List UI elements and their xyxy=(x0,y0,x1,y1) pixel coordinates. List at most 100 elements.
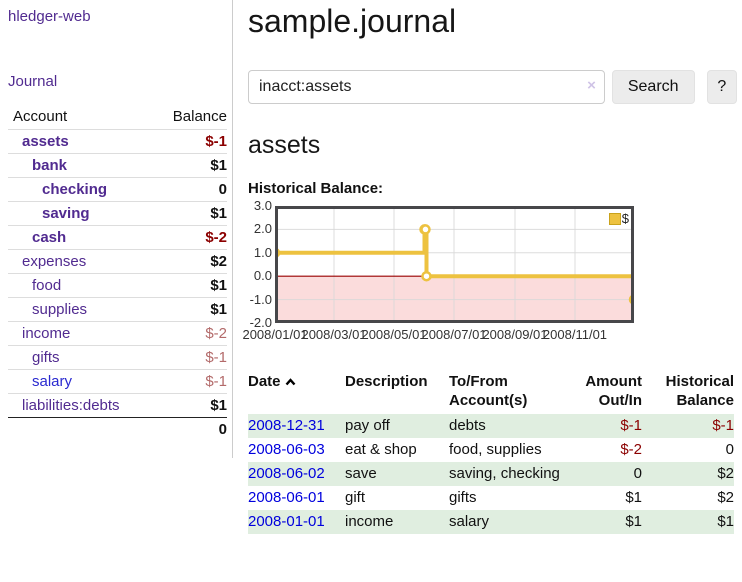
transaction-balance: $2 xyxy=(717,465,734,482)
transaction-description: eat & shop xyxy=(345,441,417,458)
y-axis-label: 2.0 xyxy=(253,221,272,237)
account-row: supplies $1 xyxy=(8,297,227,321)
transaction-accounts: food, supplies xyxy=(449,441,542,458)
account-balance: 0 xyxy=(218,181,227,198)
account-heading: assets xyxy=(248,131,321,159)
legend-label: $ xyxy=(621,211,629,226)
transaction-accounts: debts xyxy=(449,417,486,434)
account-link[interactable]: expenses xyxy=(22,253,87,270)
transaction-description: income xyxy=(345,513,394,530)
chart-title: Historical Balance: xyxy=(248,180,384,197)
sort-ascending-icon xyxy=(285,372,296,391)
page-title: sample.journal xyxy=(248,3,457,39)
transaction-accounts: salary xyxy=(449,513,490,530)
account-link[interactable]: gifts xyxy=(32,349,60,366)
account-balance: $1 xyxy=(210,397,227,414)
accounts-table: Account Balance assets $-1 bank $1 checking 0… xyxy=(8,106,227,441)
account-link[interactable]: income xyxy=(22,325,71,342)
transaction-amount: $-2 xyxy=(620,441,642,458)
account-row: salary $-1 xyxy=(8,369,227,393)
transaction-date-link[interactable]: 2008-12-31 xyxy=(248,417,325,434)
register-table: Date Description To/From Account(s) Amou… xyxy=(248,372,734,534)
x-axis-label: 2008/09/01 xyxy=(482,327,548,342)
search-input[interactable] xyxy=(248,70,605,104)
transaction-balance: $1 xyxy=(717,513,734,530)
search-form: × Search ? xyxy=(248,70,737,104)
account-balance: $1 xyxy=(210,205,227,222)
register-header-row: Date Description To/From Account(s) Amou… xyxy=(248,372,734,414)
account-balance: $1 xyxy=(210,301,227,318)
y-axis-label: 1.0 xyxy=(253,244,272,260)
register-header-amount: Amount Out/In xyxy=(585,373,642,409)
account-row: assets $-1 xyxy=(8,129,227,153)
transaction-description: gift xyxy=(345,489,366,506)
account-row: expenses $2 xyxy=(8,249,227,273)
table-row: 2008-12-31 pay off debts $-1 $-1 xyxy=(248,414,734,438)
main-content: sample.journal × Search ? assets Histori… xyxy=(242,0,737,534)
transaction-balance: $-1 xyxy=(712,417,734,434)
y-axis-label: 0.0 xyxy=(253,268,272,284)
help-button[interactable]: ? xyxy=(706,70,737,104)
register-header-balance: Historical Balance xyxy=(665,373,734,409)
transaction-date-link[interactable]: 2008-06-01 xyxy=(248,489,325,506)
transaction-amount: 0 xyxy=(633,465,642,482)
account-balance: $-1 xyxy=(205,373,227,390)
account-link[interactable]: food xyxy=(32,277,62,294)
balance-chart: 3.0 2.0 1.0 0.0 -1.0 -2.0 $ 2008/01/01 2008/03… xyxy=(242,198,737,348)
sidebar: hledger-web Journal Account Balance asse… xyxy=(0,0,233,458)
transaction-amount: $-1 xyxy=(620,417,642,434)
account-row: liabilities:debts $1 xyxy=(8,393,227,417)
x-axis-label: 2008/07/01 xyxy=(421,327,487,342)
table-row: 2008-06-01 gift gifts $1 $2 xyxy=(248,486,734,510)
legend-swatch-icon xyxy=(608,212,621,225)
account-link[interactable]: liabilities:debts xyxy=(22,397,120,414)
table-row: 2008-01-01 income salary $1 $1 xyxy=(248,510,734,534)
transaction-date-link[interactable]: 2008-06-02 xyxy=(248,465,325,482)
account-balance: $2 xyxy=(210,253,227,270)
account-balance: $-2 xyxy=(205,229,227,246)
transaction-accounts: saving, checking xyxy=(449,465,560,482)
account-balance: $1 xyxy=(210,277,227,294)
transaction-balance: $2 xyxy=(717,489,734,506)
x-axis-label: 2008/01/01 xyxy=(242,327,308,342)
transaction-date-link[interactable]: 2008-06-03 xyxy=(248,441,325,458)
transaction-balance: 0 xyxy=(725,441,734,458)
app-title-link[interactable]: hledger-web xyxy=(8,8,91,25)
accounts-rows: assets $-1 bank $1 checking 0 saving $1 cash $-2 e… xyxy=(8,129,227,417)
account-link[interactable]: supplies xyxy=(32,301,88,318)
transaction-description: pay off xyxy=(345,417,390,434)
account-row: checking 0 xyxy=(8,177,227,201)
account-row: food $1 xyxy=(8,273,227,297)
account-link[interactable]: bank xyxy=(32,157,68,174)
transaction-amount: $1 xyxy=(625,489,642,506)
y-axis-label: -2.0 xyxy=(249,315,272,330)
chart-plot: $ xyxy=(269,206,640,323)
accounts-header-balance: Balance xyxy=(172,108,227,125)
account-link[interactable]: cash xyxy=(32,229,67,246)
sidebar-item-journal[interactable]: Journal xyxy=(8,73,58,90)
transaction-accounts: gifts xyxy=(449,489,477,506)
register-header-date[interactable]: Date xyxy=(248,372,345,414)
transaction-date-link[interactable]: 2008-01-01 xyxy=(248,513,325,530)
account-link[interactable]: checking xyxy=(42,181,108,198)
x-axis-label: 2008/03/01 xyxy=(301,327,367,342)
account-row: gifts $-1 xyxy=(8,345,227,369)
clear-search-icon[interactable]: × xyxy=(587,77,596,94)
account-link[interactable]: salary xyxy=(32,373,73,390)
account-balance: $-1 xyxy=(205,133,227,150)
account-balance: $1 xyxy=(210,157,227,174)
table-row: 2008-06-03 eat & shop food, supplies $-2 0 xyxy=(248,438,734,462)
register-header-description: Description xyxy=(345,373,428,390)
chart-canvas xyxy=(269,206,640,323)
account-link[interactable]: assets xyxy=(22,133,69,150)
search-button[interactable]: Search xyxy=(611,70,695,104)
x-axis-label: 2008/11/01 xyxy=(542,327,608,342)
accounts-total: 0 xyxy=(8,417,227,441)
x-axis-label: 2008/05/01 xyxy=(361,327,427,342)
account-link[interactable]: saving xyxy=(42,205,90,222)
transaction-amount: $1 xyxy=(625,513,642,530)
account-row: saving $1 xyxy=(8,201,227,225)
chart-legend: $ xyxy=(608,211,629,226)
register-header-accounts: To/From Account(s) xyxy=(449,373,528,409)
account-balance: $-2 xyxy=(205,325,227,342)
